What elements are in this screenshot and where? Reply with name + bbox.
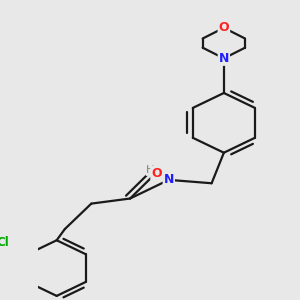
- Text: Cl: Cl: [0, 236, 10, 249]
- Text: N: N: [164, 173, 174, 186]
- Text: N: N: [219, 52, 229, 65]
- Text: O: O: [151, 167, 162, 180]
- Text: H: H: [146, 165, 154, 176]
- Text: O: O: [219, 21, 229, 34]
